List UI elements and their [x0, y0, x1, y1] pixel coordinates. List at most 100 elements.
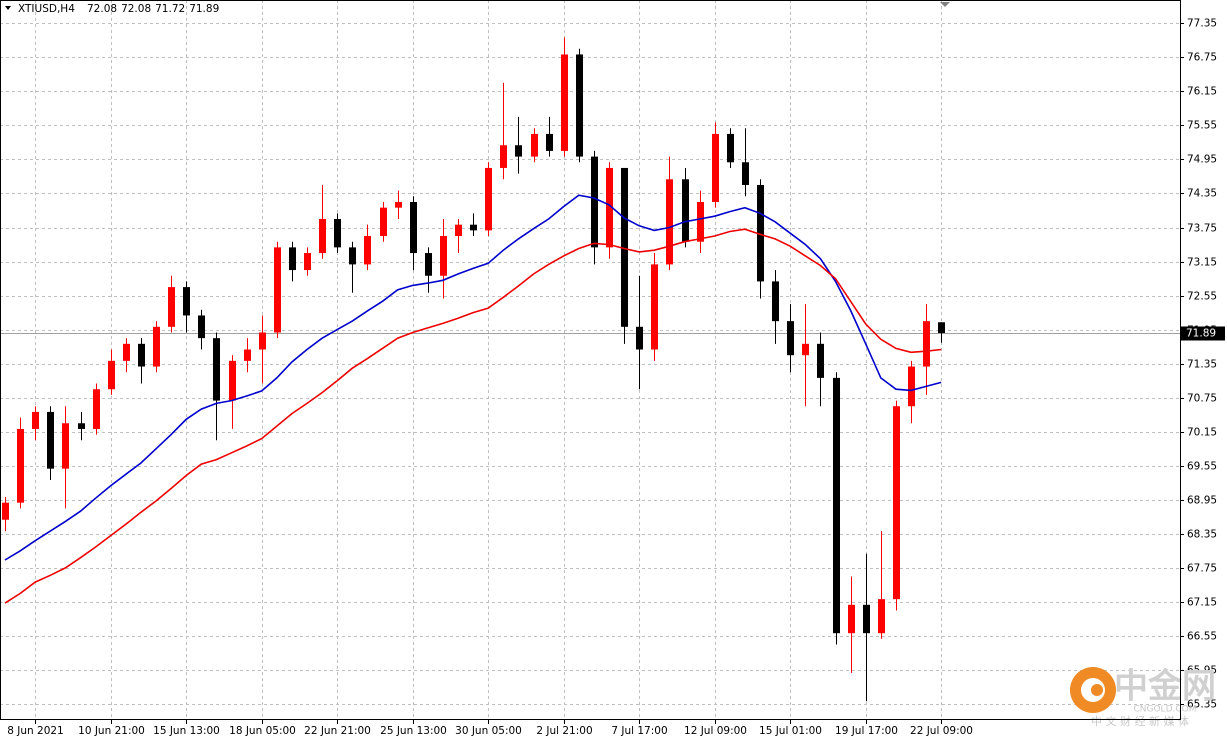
candle-body — [229, 360, 236, 401]
y-tick-label: 75.55 — [1187, 120, 1217, 132]
candle-body — [561, 54, 568, 151]
x-tick-label: 15 Jul 01:00 — [759, 725, 822, 737]
candle-body — [2, 502, 9, 520]
plot — [0, 37, 1180, 702]
y-tick-label: 73.15 — [1187, 257, 1217, 269]
y-tick-label: 76.15 — [1187, 86, 1217, 98]
y-tick-label: 76.75 — [1187, 52, 1217, 64]
candle-body — [304, 253, 311, 271]
header-close: 71.89 — [189, 3, 219, 15]
candle-body — [364, 236, 371, 265]
y-tick-label: 68.35 — [1187, 529, 1217, 541]
candle-body — [666, 179, 673, 265]
candle-body — [712, 133, 719, 202]
candle-body — [938, 322, 945, 334]
shift-marker — [940, 2, 950, 7]
candle-body — [878, 599, 885, 634]
candle-body — [349, 247, 356, 265]
candle-body — [606, 167, 613, 248]
candle-body — [213, 338, 220, 401]
watermark-slogan: 中 文 财 经 新 媒 体 — [1091, 714, 1189, 728]
y-tick-label: 70.15 — [1187, 427, 1217, 439]
y-tick-label: 66.55 — [1187, 631, 1217, 643]
price-tag-label: 71.89 — [1186, 328, 1216, 340]
x-tick-label: 2 Jul 21:00 — [536, 725, 592, 737]
candle-body — [742, 162, 749, 185]
candle-body — [93, 389, 100, 429]
candle-body — [108, 360, 115, 390]
price-tag-box — [1181, 326, 1225, 341]
candle-body — [787, 321, 794, 356]
y-tick-label: 65.35 — [1187, 699, 1217, 711]
candle-body — [334, 219, 341, 248]
watermark: 中金网 CNGOLD.COM 中 文 财 经 新 媒 体 — [1070, 667, 1216, 728]
candle-body — [425, 253, 432, 276]
candle-body — [893, 406, 900, 600]
y-tick-label: 71.35 — [1187, 359, 1217, 371]
candle-body — [274, 247, 281, 333]
y-tick-label: 77.35 — [1187, 18, 1217, 30]
y-tick-label: 70.75 — [1187, 393, 1217, 405]
candle-body — [576, 54, 583, 157]
plot-frame — [0, 0, 1181, 720]
watermark-brand: 中金网 — [1114, 667, 1216, 707]
ohlc-header: 72.08 72.08 71.72 71.89 — [87, 3, 219, 15]
header-open: 72.08 — [87, 3, 117, 15]
y-tick-label: 67.75 — [1187, 563, 1217, 575]
candle-body — [123, 343, 130, 361]
candle-body — [78, 423, 85, 429]
candle-body — [153, 326, 160, 367]
candle-body — [636, 326, 643, 350]
x-tick-label: 7 Jul 17:00 — [611, 725, 667, 737]
current-price-tag: 71.89 — [1181, 326, 1225, 341]
candle-body — [440, 236, 447, 276]
watermark-site: CNGOLD.COM — [1133, 705, 1196, 715]
menu-arrow — [5, 6, 11, 10]
candle-body — [32, 411, 39, 429]
candle-body — [651, 264, 658, 350]
candle-body — [259, 332, 266, 350]
candle-body — [470, 224, 477, 231]
candle-body — [500, 145, 507, 168]
x-tick-label: 8 Jun 2021 — [7, 725, 63, 737]
y-tick-label: 74.95 — [1187, 154, 1217, 166]
candle-body — [244, 349, 251, 361]
candle-body — [546, 133, 553, 151]
symbol: XTIUSD,H4 — [18, 3, 75, 15]
candle-body — [833, 377, 840, 634]
candle-body — [621, 167, 628, 327]
x-tick-label: 25 Jun 13:00 — [380, 725, 447, 737]
candle-body — [380, 207, 387, 237]
candle-body — [62, 423, 69, 469]
candle-body — [727, 133, 734, 163]
moving-average — [4, 194, 942, 561]
candle-body — [395, 201, 402, 208]
y-tick-label: 74.35 — [1187, 188, 1217, 200]
candle-body — [591, 156, 598, 248]
candle-body — [923, 321, 930, 367]
candle-body — [168, 287, 175, 327]
y-tick-label: 65.95 — [1187, 665, 1217, 677]
x-tick-label: 18 Jun 05:00 — [229, 725, 296, 737]
candle-body — [17, 428, 24, 503]
y-tick-label: 69.55 — [1187, 461, 1217, 473]
candle-body — [697, 201, 704, 242]
x-tick-label: 15 Jun 13:00 — [153, 725, 220, 737]
candle-body — [682, 179, 689, 242]
candle-body — [319, 219, 326, 254]
header-high: 72.08 — [121, 3, 151, 15]
candle-body — [138, 343, 145, 367]
candle-body — [802, 343, 809, 356]
header-low: 71.72 — [155, 3, 185, 15]
y-tick-label: 73.75 — [1187, 223, 1217, 235]
logo-dot — [1091, 684, 1103, 696]
x-tick-label: 19 Jul 17:00 — [835, 725, 898, 737]
y-tick-label: 68.95 — [1187, 495, 1217, 507]
candle-body — [908, 366, 915, 407]
x-tick-label: 30 Jun 05:00 — [455, 725, 522, 737]
candle-body — [531, 133, 538, 157]
candle-body — [289, 247, 296, 271]
y-tick-label: 67.15 — [1187, 597, 1217, 609]
